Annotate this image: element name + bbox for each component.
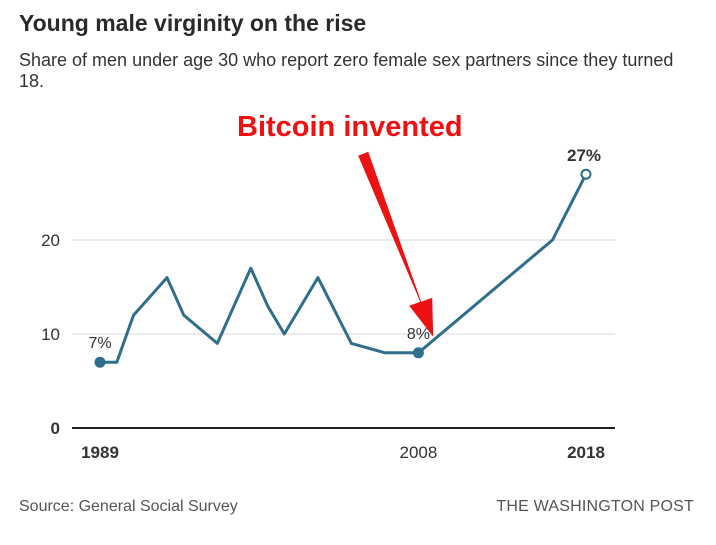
data-label: 7% bbox=[88, 335, 111, 352]
y-tick-label: 10 bbox=[41, 325, 60, 344]
annotation-arrow bbox=[358, 151, 434, 337]
x-tick-label: 1989 bbox=[81, 443, 119, 462]
x-tick-label: 2008 bbox=[399, 443, 437, 462]
annotation-text: Bitcoin invented bbox=[237, 111, 463, 143]
data-point-marker bbox=[412, 347, 424, 359]
source-note: Source: General Social Survey bbox=[19, 498, 238, 515]
x-tick-labels: 1989 2008 2018 bbox=[81, 443, 605, 462]
series-line bbox=[98, 172, 588, 364]
y-tick-label: 0 bbox=[51, 419, 60, 438]
data-label: 8% bbox=[407, 326, 430, 343]
chart-title: Young male virginity on the rise bbox=[19, 10, 367, 36]
y-tick-labels: 0 10 20 bbox=[41, 231, 60, 438]
data-point-marker bbox=[580, 168, 592, 180]
data-point-marker bbox=[94, 356, 106, 368]
gridlines bbox=[72, 239, 615, 429]
data-labels: 7% 8% 27% bbox=[88, 146, 601, 368]
y-tick-label: 20 bbox=[41, 231, 60, 250]
series-line-group bbox=[98, 172, 588, 364]
publisher-credit: THE WASHINGTON POST bbox=[496, 498, 694, 515]
data-label: 27% bbox=[567, 146, 601, 165]
annotation-group: Bitcoin invented bbox=[237, 111, 463, 337]
chart-subtitle: Share of men under age 30 who report zer… bbox=[19, 50, 674, 91]
x-tick-label: 2018 bbox=[567, 443, 605, 462]
